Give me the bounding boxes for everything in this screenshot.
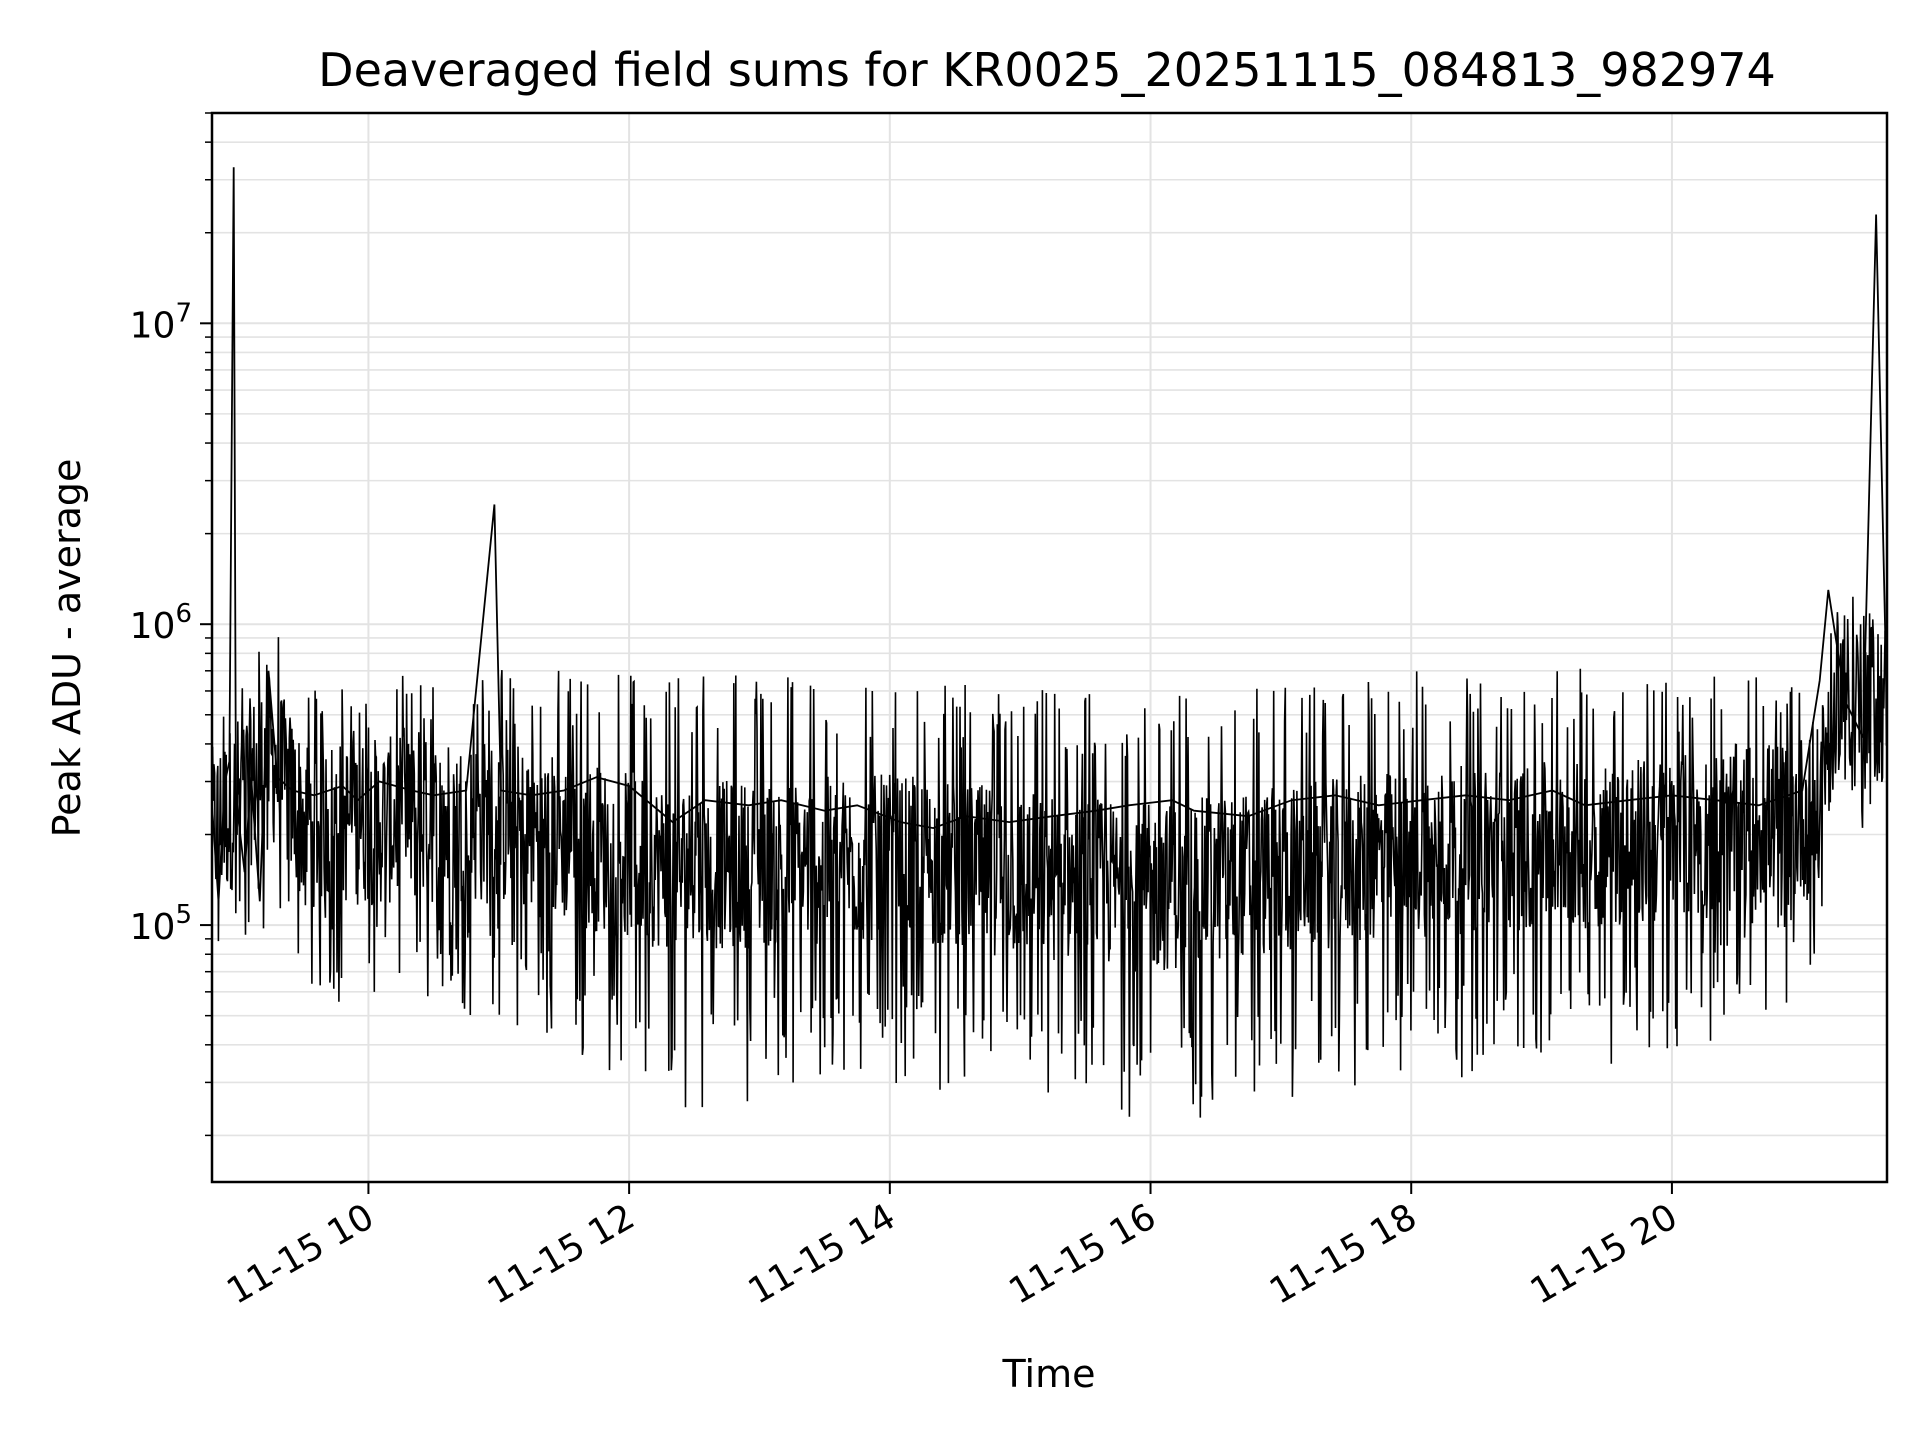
- y-tick-label: 107: [130, 298, 192, 346]
- y-axis-ticks: 105 106 107: [130, 112, 212, 1137]
- y-tick-label: 105: [130, 900, 192, 948]
- y-axis-label: Peak ADU - average: [45, 459, 89, 838]
- y-tick-label: 106: [130, 599, 192, 647]
- series-layer: [212, 167, 1887, 902]
- plot-data: [212, 167, 1887, 1118]
- noise-line: [212, 596, 1887, 1118]
- x-axis-label: Time: [1002, 1352, 1096, 1396]
- noise-band: [212, 596, 1887, 1118]
- plot-frame: [210, 111, 1889, 1184]
- series-line: [212, 167, 1887, 902]
- chart-title: Deaveraged field sums for KR0025_2025111…: [318, 43, 1776, 97]
